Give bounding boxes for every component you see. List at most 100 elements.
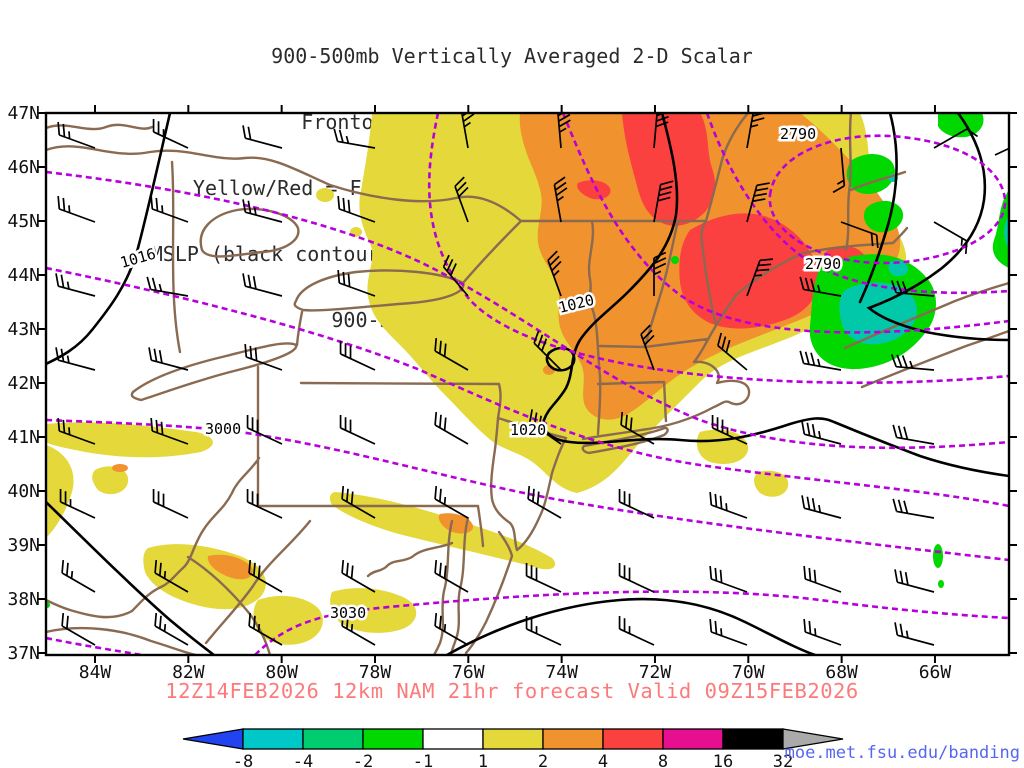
wind-barb	[61, 612, 96, 646]
wind-barb	[152, 488, 189, 519]
colorbar-tick-label: -8	[233, 752, 253, 768]
wind-barb	[442, 254, 469, 297]
wind-barb	[244, 343, 283, 371]
lat-tick-label: 38N	[7, 589, 40, 610]
wind-barb	[59, 488, 96, 519]
lon-tick-label: 84W	[79, 662, 112, 683]
lon-tick-label: 80W	[265, 662, 298, 683]
height-label: 3000	[205, 420, 241, 438]
wind-barb	[640, 324, 655, 371]
height-label: 2790	[780, 125, 816, 143]
wind-barb	[653, 251, 667, 296]
wind-barb	[460, 113, 475, 149]
lon-tick-label: 74W	[545, 662, 578, 683]
wind-barb	[61, 559, 96, 593]
wind-barb	[246, 414, 283, 445]
wind-barb	[57, 417, 96, 445]
mslp-label: 1016	[118, 245, 158, 272]
geography-borders	[46, 113, 1009, 655]
lon-tick-label: 82W	[172, 662, 205, 683]
lat-tick-label: 41N	[7, 427, 40, 448]
wind-barb	[57, 121, 96, 149]
axis-labels: 47N 46N 45N 44N 43N 42N 41N 40N 39N 38N 37N 84W 82W 8…	[7, 103, 951, 683]
wind-barb	[150, 195, 189, 223]
wind-barb	[832, 147, 846, 194]
wind-barb	[246, 488, 283, 519]
lon-tick-label: 68W	[825, 662, 858, 683]
wind-barb	[333, 128, 376, 149]
wind-barb	[653, 180, 674, 223]
height-700mb-contours	[46, 113, 1009, 655]
wind-barb	[709, 618, 748, 646]
wind-barb	[341, 485, 376, 519]
wind-barb	[933, 128, 979, 149]
lat-tick-label: 45N	[7, 211, 40, 232]
wind-barb	[525, 615, 562, 646]
mslp-label: 1020	[510, 421, 546, 439]
wind-barb	[803, 618, 842, 646]
wind-barb	[799, 276, 842, 297]
wind-barb	[339, 340, 376, 371]
colorbar-segment	[362, 728, 424, 750]
site-url-link[interactable]: moe.met.fsu.edu/banding	[784, 743, 1020, 763]
lon-tick-label: 78W	[359, 662, 392, 683]
wind-barb	[146, 276, 189, 297]
wind-barb	[890, 354, 935, 371]
wind-barb	[746, 258, 774, 297]
colorbar-tick-label: 4	[598, 752, 608, 768]
wind-barb	[529, 409, 562, 445]
wind-barb	[746, 182, 770, 223]
wind-barb	[618, 488, 655, 519]
wind-barb	[894, 622, 935, 646]
wind-barb	[337, 195, 376, 223]
wind-barb	[434, 337, 469, 371]
wind-barb	[154, 559, 189, 593]
colorbar-tick-label: 32	[773, 752, 793, 768]
wind-barbs	[55, 113, 1009, 646]
wind-barb	[547, 250, 562, 297]
wind-barb	[242, 199, 283, 223]
wind-barb	[933, 221, 968, 255]
colorbar-segment	[602, 728, 664, 750]
wind-barb	[711, 414, 748, 445]
wind-barb	[341, 612, 376, 646]
colorbar-right-arrow	[782, 728, 844, 750]
wind-barb	[527, 485, 562, 519]
colorbar-legend: -8 -4 -2 -1 1 2 4 8 16 32	[182, 728, 844, 768]
colorbar-segment	[422, 728, 484, 750]
lat-tick-label: 39N	[7, 535, 40, 556]
wind-barb	[148, 347, 189, 371]
wind-barb	[801, 495, 842, 519]
wind-barb	[55, 347, 96, 371]
wind-barb	[57, 195, 96, 223]
wind-barb	[557, 113, 571, 149]
colorbar-segment	[302, 728, 364, 750]
colorbar-tick-label: 2	[538, 752, 548, 768]
wind-barb	[890, 280, 935, 297]
wind-barb	[620, 411, 655, 445]
wind-barb	[709, 491, 748, 519]
lat-tick-label: 40N	[7, 481, 40, 502]
wind-barb	[150, 417, 189, 445]
lat-tick-label: 47N	[7, 103, 40, 124]
colorbar-tick-label: 1	[478, 752, 488, 768]
wind-barb	[803, 565, 842, 593]
colorbar-tick-label: -4	[293, 752, 313, 768]
wind-barb	[525, 562, 562, 593]
wind-barb	[709, 565, 748, 593]
lat-tick-label: 43N	[7, 319, 40, 340]
wind-barb	[434, 612, 469, 646]
colorbar-tick-label: -2	[353, 752, 373, 768]
wind-barb	[248, 612, 283, 646]
lat-tick-label: 37N	[7, 643, 40, 664]
lon-tick-label: 66W	[919, 662, 952, 683]
wind-barb	[618, 562, 655, 593]
wind-barb	[242, 273, 283, 297]
wind-barb	[434, 559, 469, 593]
wind-barb	[894, 569, 935, 593]
colorbar-left-arrow	[182, 728, 244, 750]
wind-barb	[339, 414, 376, 445]
wind-barb	[248, 559, 283, 593]
